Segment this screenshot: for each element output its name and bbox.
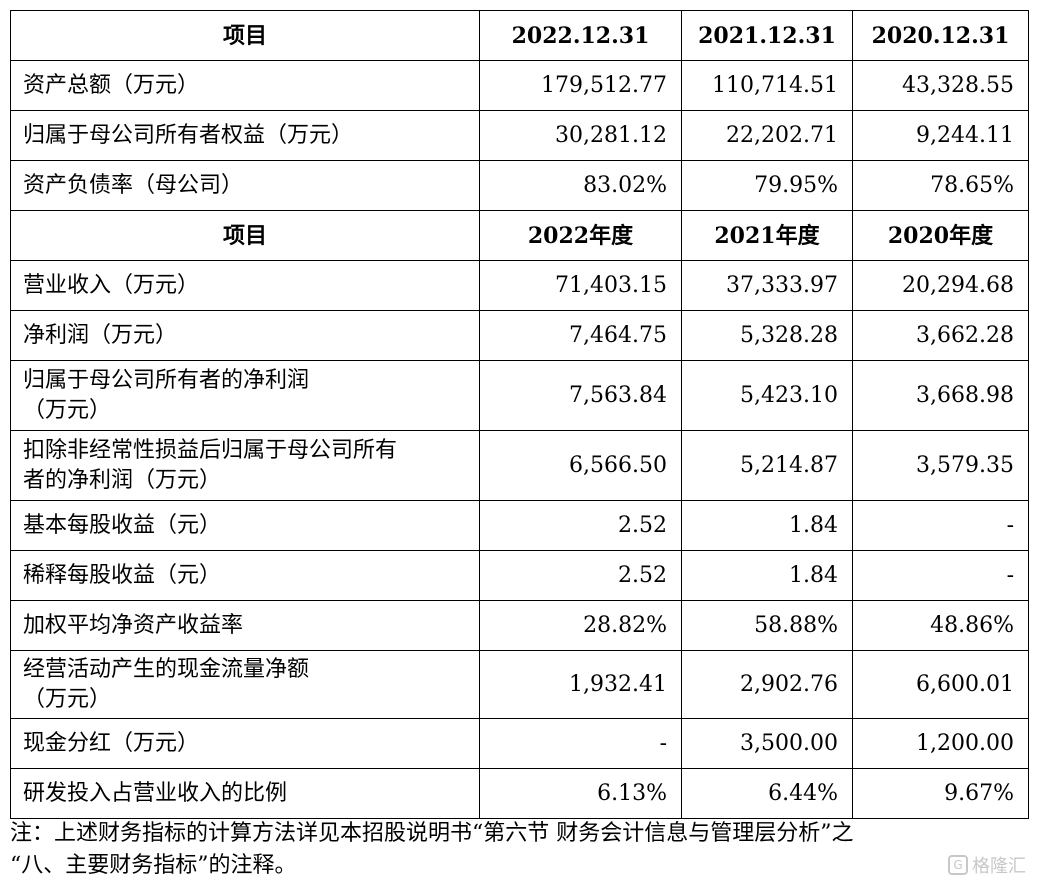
table-row: 扣除非经常性损益后归属于母公司所有 者的净利润（万元） 6,566.50 5,2… — [10, 430, 1029, 501]
cell-value: 9.67% — [852, 768, 1029, 819]
cell-value: 79.95% — [681, 160, 853, 211]
row-label: 稀释每股收益（元） — [10, 550, 480, 601]
row-label: 归属于母公司所有者权益（万元） — [10, 110, 480, 161]
cell-value: 3,662.28 — [852, 310, 1029, 361]
header-2022: 2022年度 — [479, 210, 682, 261]
row-label-line: 者的净利润（万元） — [23, 467, 222, 493]
cell-value: 28.82% — [479, 600, 682, 651]
row-label-line: （万元） — [23, 686, 112, 712]
row-label-line: 经营活动产生的现金流量净额 — [23, 656, 310, 682]
cell-value: 1.84 — [681, 500, 853, 551]
cell-value: 9,244.11 — [852, 110, 1029, 161]
cell-value: 6,600.01 — [852, 650, 1029, 719]
header-2020: 2020年度 — [852, 210, 1029, 261]
cell-value: 2.52 — [479, 550, 682, 601]
row-label: 现金分红（万元） — [10, 718, 480, 769]
header-2021-12-31: 2021.12.31 — [681, 10, 853, 61]
cell-value: 43,328.55 — [852, 60, 1029, 111]
watermark-text: 格隆汇 — [972, 856, 1026, 877]
table-row: 加权平均净资产收益率 28.82% 58.88% 48.86% — [10, 600, 1029, 651]
watermark-logo-icon: G — [948, 855, 968, 875]
financial-indicators-table: 项目 2022.12.31 2021.12.31 2020.12.31 资产总额… — [10, 10, 1029, 819]
table-footnote: 注：上述财务指标的计算方法详见本招股说明书“第六节 财务会计信息与管理层分析”之… — [10, 818, 1030, 882]
table-row: 净利润（万元） 7,464.75 5,328.28 3,662.28 — [10, 310, 1029, 361]
cell-value: 37,333.97 — [681, 260, 853, 311]
cell-value: 1,200.00 — [852, 718, 1029, 769]
header-item: 项目 — [10, 210, 480, 261]
table-row: 营业收入（万元） 71,403.15 37,333.97 20,294.68 — [10, 260, 1029, 311]
footnote-line: 注：上述财务指标的计算方法详见本招股说明书“第六节 财务会计信息与管理层分析”之 — [10, 821, 854, 846]
cell-value: 179,512.77 — [479, 60, 682, 111]
table-row: 归属于母公司所有者的净利润 （万元） 7,563.84 5,423.10 3,6… — [10, 360, 1029, 431]
row-label: 研发投入占营业收入的比例 — [10, 768, 480, 819]
table-row: 研发投入占营业收入的比例 6.13% 6.44% 9.67% — [10, 768, 1029, 819]
row-label: 资产总额（万元） — [10, 60, 480, 111]
cell-value: 78.65% — [852, 160, 1029, 211]
row-label: 扣除非经常性损益后归属于母公司所有 者的净利润（万元） — [10, 430, 480, 501]
cell-value: 22,202.71 — [681, 110, 853, 161]
cell-value: 2,902.76 — [681, 650, 853, 719]
cell-value: 5,328.28 — [681, 310, 853, 361]
cell-value: 5,423.10 — [681, 360, 853, 431]
row-label: 加权平均净资产收益率 — [10, 600, 480, 651]
cell-value: 3,668.98 — [852, 360, 1029, 431]
cell-value: - — [852, 550, 1029, 601]
cell-value: 48.86% — [852, 600, 1029, 651]
header-item: 项目 — [10, 10, 480, 61]
row-label: 经营活动产生的现金流量净额 （万元） — [10, 650, 480, 719]
row-label-line: （万元） — [23, 397, 112, 423]
cell-value: 6.44% — [681, 768, 853, 819]
row-label-line: 归属于母公司所有者的净利润 — [23, 367, 310, 393]
cell-value: 20,294.68 — [852, 260, 1029, 311]
table-row: 稀释每股收益（元） 2.52 1.84 - — [10, 550, 1029, 601]
table-row: 资产总额（万元） 179,512.77 110,714.51 43,328.55 — [10, 60, 1029, 111]
table-row: 归属于母公司所有者权益（万元） 30,281.12 22,202.71 9,24… — [10, 110, 1029, 161]
header-2021: 2021年度 — [681, 210, 853, 261]
table-row: 资产负债率（母公司） 83.02% 79.95% 78.65% — [10, 160, 1029, 211]
cell-value: 7,563.84 — [479, 360, 682, 431]
row-label: 基本每股收益（元） — [10, 500, 480, 551]
cell-value: 6,566.50 — [479, 430, 682, 501]
cell-value: 6.13% — [479, 768, 682, 819]
cell-value: 2.52 — [479, 500, 682, 551]
watermark: G 格隆汇 — [948, 852, 1026, 878]
cell-value: 30,281.12 — [479, 110, 682, 161]
row-label: 营业收入（万元） — [10, 260, 480, 311]
cell-value: 58.88% — [681, 600, 853, 651]
cell-value: 1.84 — [681, 550, 853, 601]
cell-value: - — [852, 500, 1029, 551]
table-row: 基本每股收益（元） 2.52 1.84 - — [10, 500, 1029, 551]
footnote-line: “八、主要财务指标”的注释。 — [10, 853, 297, 878]
cell-value: 83.02% — [479, 160, 682, 211]
cell-value: 5,214.87 — [681, 430, 853, 501]
table-row: 经营活动产生的现金流量净额 （万元） 1,932.41 2,902.76 6,6… — [10, 650, 1029, 719]
cell-value: 1,932.41 — [479, 650, 682, 719]
balance-header-row: 项目 2022.12.31 2021.12.31 2020.12.31 — [10, 10, 1029, 61]
cell-value: 110,714.51 — [681, 60, 853, 111]
header-2022-12-31: 2022.12.31 — [479, 10, 682, 61]
table-row: 现金分红（万元） - 3,500.00 1,200.00 — [10, 718, 1029, 769]
row-label: 资产负债率（母公司） — [10, 160, 480, 211]
cell-value: 3,500.00 — [681, 718, 853, 769]
row-label: 净利润（万元） — [10, 310, 480, 361]
cell-value: 71,403.15 — [479, 260, 682, 311]
row-label: 归属于母公司所有者的净利润 （万元） — [10, 360, 480, 431]
header-2020-12-31: 2020.12.31 — [852, 10, 1029, 61]
cell-value: 7,464.75 — [479, 310, 682, 361]
income-header-row: 项目 2022年度 2021年度 2020年度 — [10, 210, 1029, 261]
cell-value: - — [479, 718, 682, 769]
cell-value: 3,579.35 — [852, 430, 1029, 501]
row-label-line: 扣除非经常性损益后归属于母公司所有 — [23, 437, 398, 463]
